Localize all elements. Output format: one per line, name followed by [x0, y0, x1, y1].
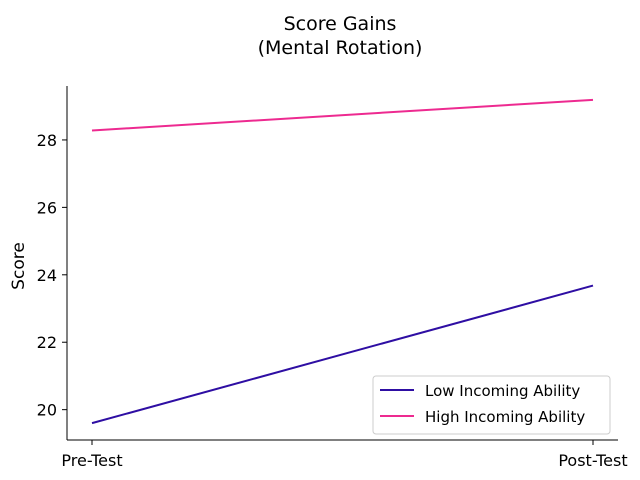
- legend-label: Low Incoming Ability: [425, 382, 580, 400]
- chart-title-line-2: (Mental Rotation): [258, 37, 423, 59]
- y-tick-label: 22: [37, 333, 57, 352]
- x-tick-label: Post-Test: [558, 451, 627, 470]
- x-tick-label: Pre-Test: [61, 451, 122, 470]
- y-tick-label: 26: [37, 198, 57, 217]
- y-tick-label: 28: [37, 131, 57, 150]
- series-line-low-incoming-ability: [91, 284, 594, 425]
- legend: Low Incoming Ability High Incoming Abilit…: [372, 375, 611, 435]
- series-line-high-incoming-ability: [91, 98, 594, 132]
- x-ticks: Pre-Test Post-Test: [61, 440, 628, 470]
- y-axis-label: Score: [9, 242, 29, 290]
- series-lines: [91, 98, 594, 425]
- legend-label: High Incoming Ability: [425, 408, 585, 426]
- plot-area: 20 22 24 26 28 Pre-Test Post-Test: [37, 86, 628, 470]
- y-tick-label: 24: [37, 266, 57, 285]
- y-ticks: 20 22 24 26 28: [37, 131, 67, 420]
- y-tick-label: 20: [37, 401, 57, 420]
- chart-title-line-1: Score Gains: [284, 13, 397, 35]
- legend-box: [372, 375, 611, 435]
- legend-items: Low Incoming Ability High Incoming Abilit…: [380, 382, 585, 426]
